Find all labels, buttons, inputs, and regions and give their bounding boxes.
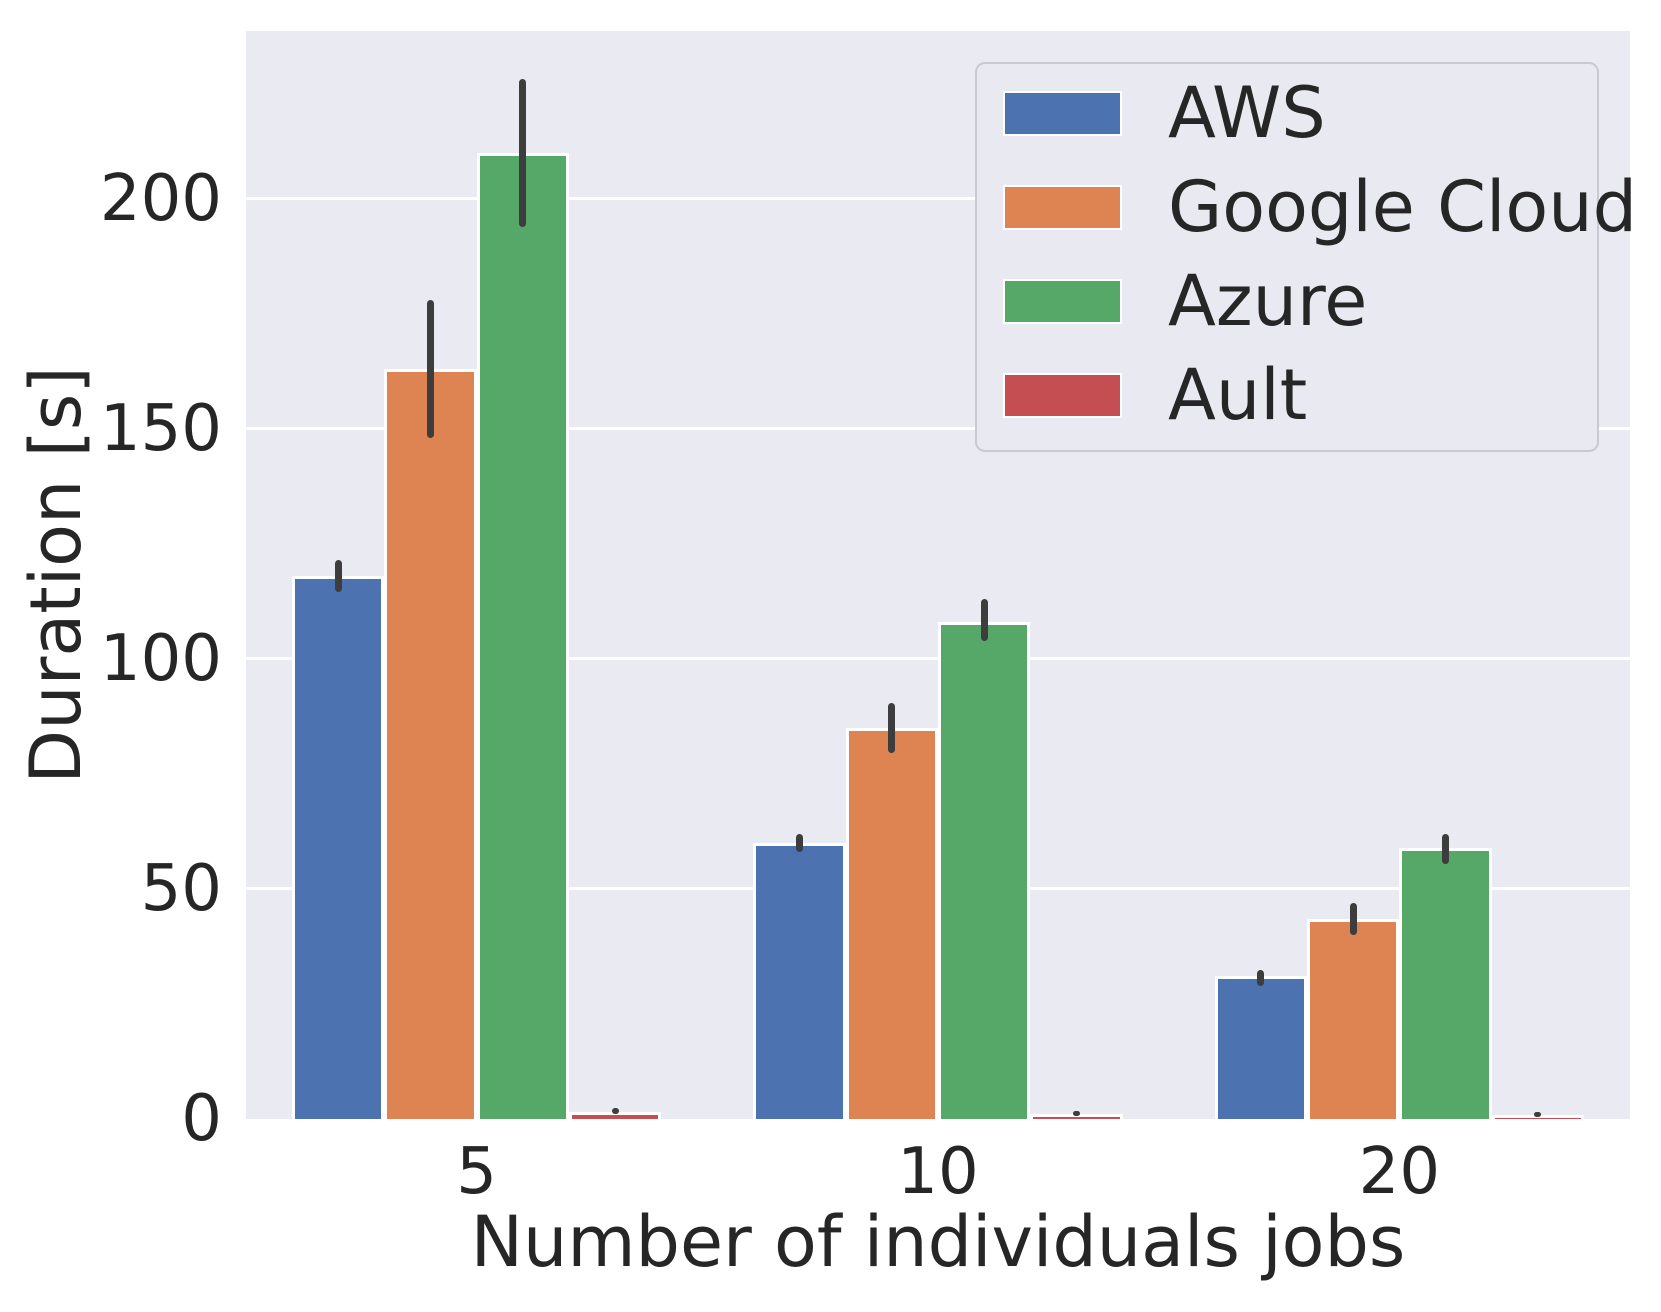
y-tick-label-100: 100 — [99, 621, 222, 696]
error-bar-azure-10 — [980, 599, 988, 641]
gridline-150 — [246, 427, 1630, 431]
error-bar-google-cloud-20 — [1349, 902, 1357, 935]
legend-swatch-aws — [1003, 90, 1122, 136]
error-bar-ault-10 — [1072, 1111, 1080, 1117]
legend-item-azure: Azure — [977, 254, 1597, 348]
bar-aws-20 — [1214, 976, 1308, 1119]
legend-label-ault: Ault — [1168, 354, 1308, 436]
y-tick-label-0: 0 — [181, 1082, 222, 1156]
y-tick-label-150: 150 — [99, 391, 222, 466]
legend-swatch-azure — [1003, 278, 1122, 324]
y-tick-label-200: 200 — [99, 161, 222, 236]
error-bar-google-cloud-5 — [427, 300, 435, 439]
bar-google-cloud-5 — [384, 369, 477, 1119]
error-bar-aws-20 — [1257, 969, 1265, 986]
legend: AWS Google Cloud Azure Ault — [975, 62, 1637, 452]
error-bar-ault-5 — [611, 1108, 619, 1115]
error-bar-aws-5 — [334, 560, 342, 593]
x-tick-label-5: 5 — [456, 1135, 498, 1209]
legend-label-aws: AWS — [1168, 72, 1326, 154]
gridline-200 — [246, 197, 1630, 201]
legend-item-google-cloud: Google Cloud — [977, 160, 1637, 254]
x-tick-label-10: 10 — [897, 1135, 979, 1209]
error-bar-ault-20 — [1534, 1111, 1542, 1117]
error-bar-aws-10 — [796, 833, 804, 853]
legend-swatch-ault — [1003, 372, 1122, 418]
legend-swatch-google-cloud — [1003, 184, 1122, 230]
bar-azure-20 — [1399, 847, 1492, 1119]
bar-aws-10 — [753, 842, 846, 1119]
x-tick-label-20: 20 — [1358, 1135, 1441, 1209]
bar-azure-10 — [938, 622, 1031, 1119]
error-bar-azure-5 — [519, 79, 527, 227]
legend-item-aws: AWS — [977, 66, 1597, 160]
bar-google-cloud-10 — [845, 727, 938, 1119]
bar-azure-5 — [476, 152, 569, 1119]
bar-aws-5 — [292, 576, 385, 1119]
legend-label-google-cloud: Google Cloud — [1168, 166, 1638, 248]
legend-item-ault: Ault — [977, 348, 1597, 442]
y-tick-label-50: 50 — [140, 851, 222, 926]
error-bar-google-cloud-10 — [888, 702, 896, 754]
error-bar-azure-20 — [1441, 833, 1449, 864]
bar-google-cloud-20 — [1307, 918, 1400, 1119]
x-axis-label: Number of individuals jobs — [470, 1201, 1406, 1283]
legend-label-azure: Azure — [1168, 260, 1368, 342]
